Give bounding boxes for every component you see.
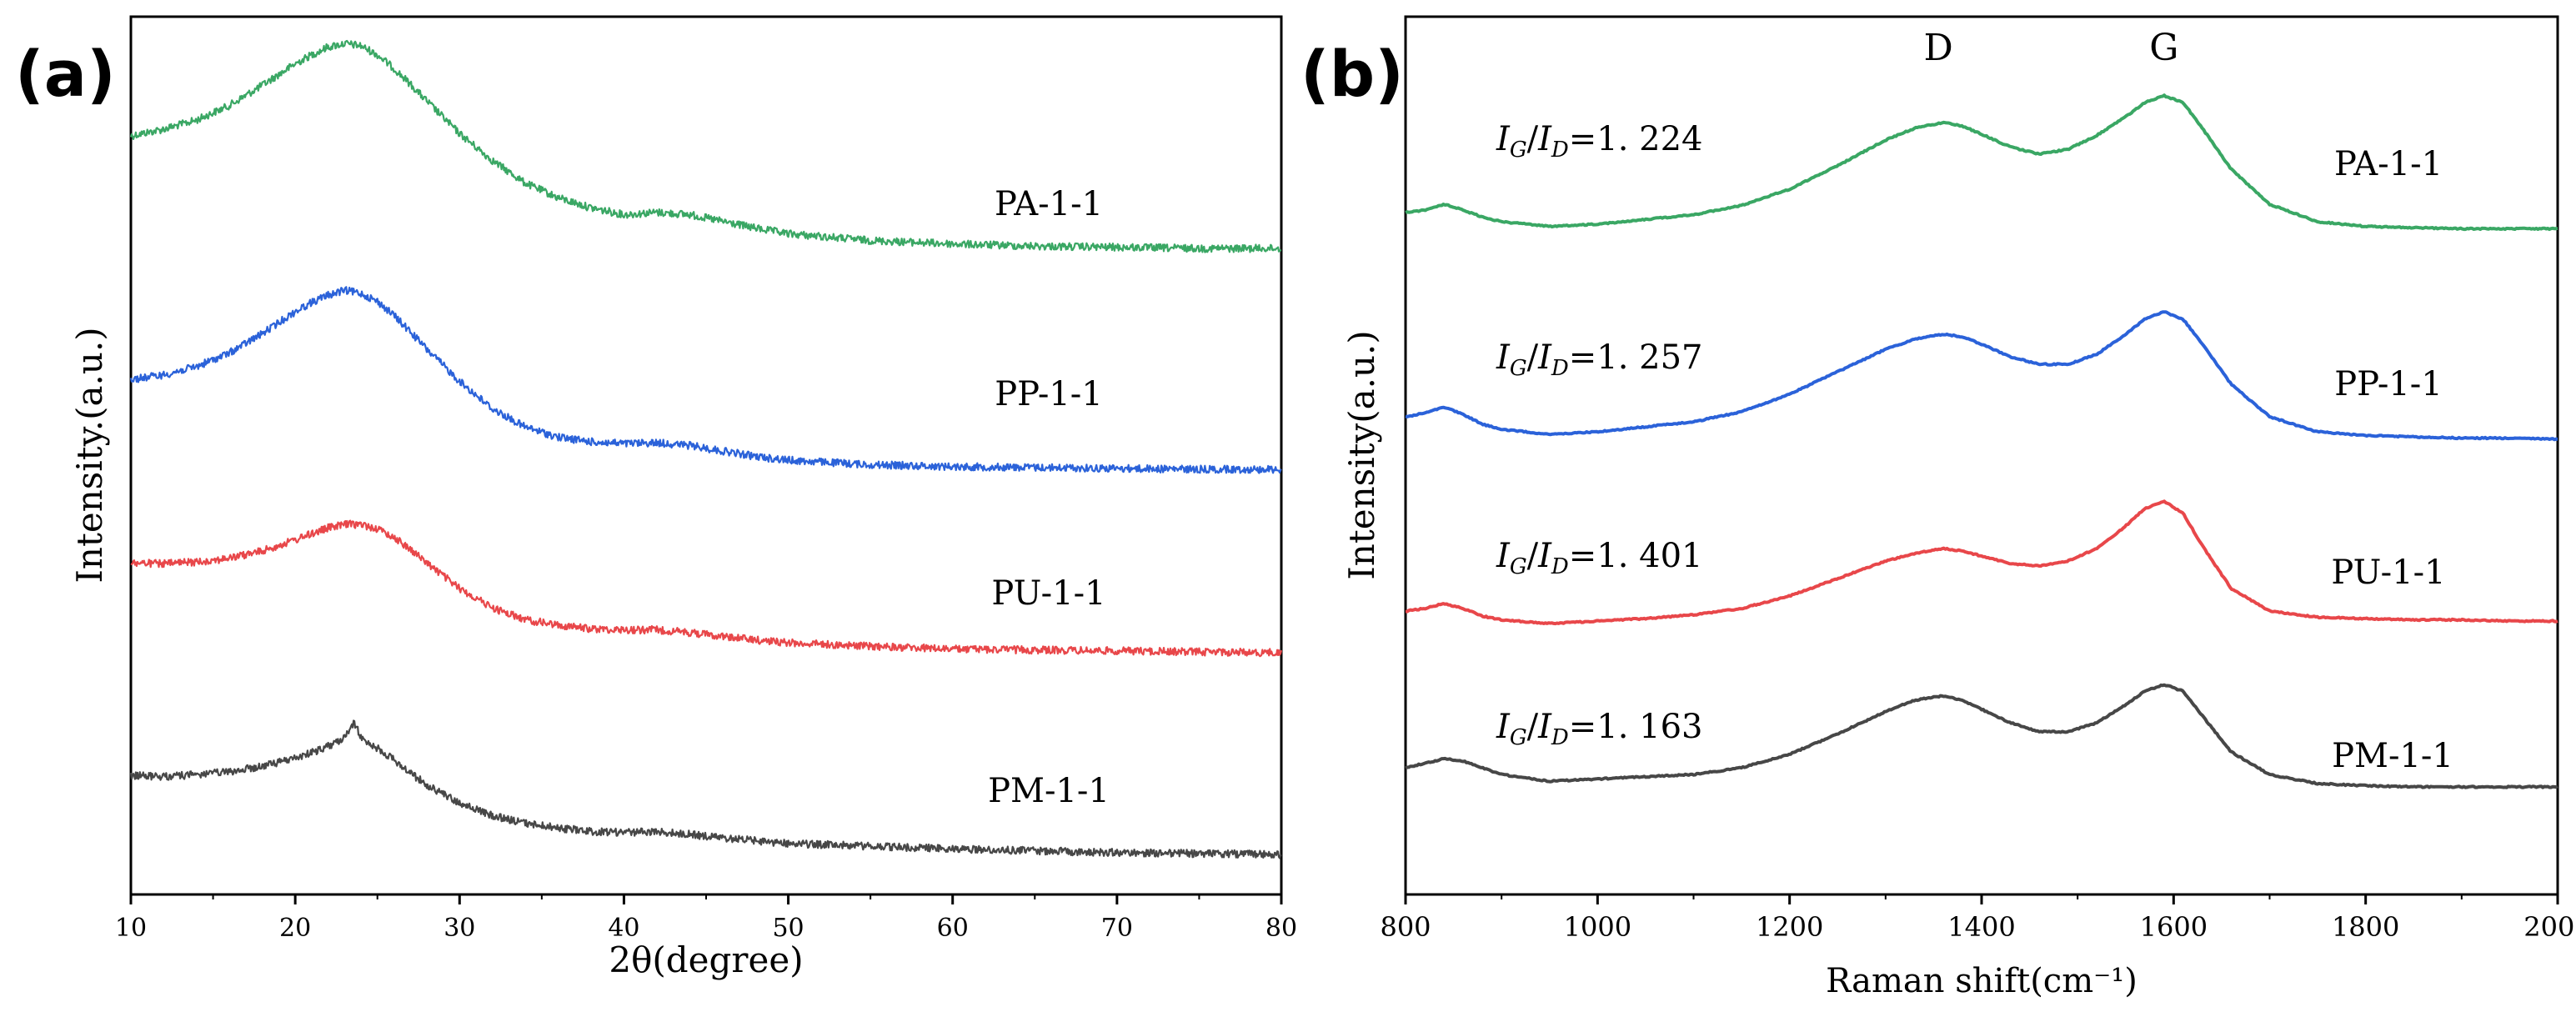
legend-label-pa-1-1: PA-1-1 — [995, 185, 1103, 223]
panel-b-x-axis-label: Raman shift(cm⁻¹) — [1826, 962, 2137, 1000]
series-line-pu-1-1 — [130, 519, 1283, 658]
panel-a-series-labels: PA-1-1 PP-1-1 PU-1-1 PM-1-1 — [988, 185, 1110, 810]
x-tick-label-10: 10 — [115, 914, 147, 943]
series-line-pp-1-1 — [129, 286, 1282, 474]
x-tick-label-800: 800 — [1380, 911, 1431, 943]
panel-a-x-ticks: 10 20 30 40 50 60 70 80 — [115, 894, 1297, 943]
x-tick-label-30: 30 — [444, 914, 475, 943]
legend-label-pa-1-1: PA-1-1 — [2334, 145, 2443, 183]
x-tick-label-60: 60 — [937, 914, 969, 943]
legend-label-pm-1-1: PM-1-1 — [2332, 737, 2453, 775]
x-tick-label-40: 40 — [608, 914, 639, 943]
series-line-pa-1-1 — [129, 39, 1282, 253]
x-tick-label-20: 20 — [279, 914, 311, 943]
x-tick-label-1200: 1200 — [1756, 911, 1823, 943]
legend-label-pp-1-1: PP-1-1 — [995, 375, 1103, 413]
x-tick-label-80: 80 — [1265, 914, 1297, 943]
panel-a-x-axis-label: 2θ(degree) — [609, 939, 803, 980]
series-line-pp-1-1 — [1405, 310, 2558, 442]
legend-label-pm-1-1: PM-1-1 — [988, 772, 1110, 810]
panel-b-intensity-ratio-labels: IG/ID=1. 224 IG/ID=1. 257 IG/ID=1. 401 IG/I… — [1496, 120, 1703, 750]
peak-label-g: G — [2149, 27, 2178, 69]
panel-a-plot-frame — [129, 15, 1283, 896]
x-tick-label-1000: 1000 — [1564, 911, 1631, 943]
legend-label-pu-1-1: PU-1-1 — [991, 574, 1105, 613]
x-tick-label-2000: 2000 — [2523, 911, 2576, 943]
series-line-pu-1-1 — [1405, 499, 2558, 626]
legend-label-pu-1-1: PU-1-1 — [2331, 554, 2445, 592]
panel-a-series-group — [129, 39, 1283, 859]
panel-a-y-axis-label: Intensity.(a.u.) — [69, 327, 110, 583]
panel-b-raman-chart: (b) 800 1000 1200 1400 1600 1800 2000 PA-1-1 PP… — [1301, 15, 2576, 1000]
intensity-ratio-pp-1-1: IG/ID=1. 257 — [1496, 338, 1703, 381]
peak-label-d: D — [1924, 27, 1953, 69]
panel-a-xrd-chart: (a) 10 20 30 40 50 60 70 80 PA-1-1PP-1-1PU-1-1P… — [15, 15, 1297, 980]
panel-b-series-labels: PA-1-1 PP-1-1 PU-1-1 PM-1-1 — [2331, 145, 2453, 775]
panel-a-label: (a) — [15, 37, 116, 111]
intensity-ratio-pu-1-1: IG/ID=1. 401 — [1496, 537, 1703, 579]
intensity-ratio-pa-1-1: IG/ID=1. 224 — [1496, 120, 1703, 163]
x-tick-label-50: 50 — [772, 914, 804, 943]
series-line-pa-1-1 — [1405, 93, 2558, 232]
panel-b-series-group — [1405, 93, 2558, 789]
panel-b-label: (b) — [1301, 37, 1404, 111]
series-line-pm-1-1 — [1405, 683, 2558, 789]
series-line-pm-1-1 — [129, 719, 1282, 859]
legend-label-pp-1-1: PP-1-1 — [2334, 365, 2443, 403]
intensity-ratio-pm-1-1: IG/ID=1. 163 — [1496, 708, 1703, 750]
panel-b-x-ticks: 800 1000 1200 1400 1600 1800 2000 — [1380, 894, 2576, 943]
x-tick-label-1600: 1600 — [2140, 911, 2208, 943]
x-tick-label-1800: 1800 — [2332, 911, 2399, 943]
x-tick-label-1400: 1400 — [1947, 911, 2015, 943]
panel-b-y-axis-label: Intensity(a.u.) — [1341, 330, 1382, 580]
x-tick-label-70: 70 — [1101, 914, 1133, 943]
